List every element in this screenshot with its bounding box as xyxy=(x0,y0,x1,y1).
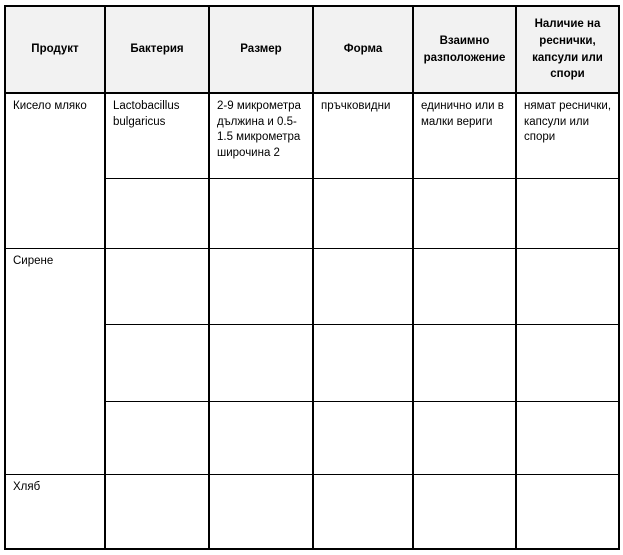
header-features: Наличие на реснички, капсули или спори xyxy=(515,5,620,94)
empty-cell xyxy=(104,400,210,475)
empty-cell xyxy=(312,400,414,475)
bacteria-products-table: Продукт Бактерия Размер Форма Взаимно ра… xyxy=(4,5,620,550)
header-bacteria: Бактерия xyxy=(104,5,210,94)
header-product: Продукт xyxy=(4,5,106,94)
header-arrangement: Взаимно разположение xyxy=(412,5,517,94)
empty-cell xyxy=(208,247,314,325)
table-row-yogurt-1: Кисело мляко Lactobacillus bulgaricus 2-… xyxy=(4,92,620,249)
empty-cell xyxy=(208,323,314,402)
table-row-cheese-2 xyxy=(5,323,620,402)
table-row-cheese-3 xyxy=(5,400,620,475)
empty-cell xyxy=(104,177,210,249)
cell-product-bread: Хляб xyxy=(4,473,106,550)
empty-cell xyxy=(104,473,210,550)
cell-yogurt-features: нямат реснички, капсули или спори xyxy=(515,92,620,179)
empty-cell xyxy=(104,323,210,402)
empty-cell xyxy=(412,247,517,325)
table-row-bread-1: Хляб xyxy=(4,473,620,550)
empty-cell xyxy=(312,177,414,249)
empty-cell xyxy=(412,400,517,475)
header-size: Размер xyxy=(208,5,314,94)
empty-cell xyxy=(515,473,620,550)
empty-cell xyxy=(208,473,314,550)
cell-yogurt-shape: пръчковидни xyxy=(312,92,414,179)
empty-cell xyxy=(104,247,210,325)
header-shape: Форма xyxy=(312,5,414,94)
empty-cell xyxy=(208,177,314,249)
empty-cell xyxy=(515,177,620,249)
empty-cell xyxy=(515,323,620,402)
table-row-cheese-1: Сирене xyxy=(4,247,620,475)
empty-cell xyxy=(312,247,414,325)
empty-cell xyxy=(412,473,517,550)
empty-cell xyxy=(412,323,517,402)
cell-yogurt-size: 2-9 микрометра дължина и 0.5-1.5 микроме… xyxy=(208,92,314,179)
empty-cell xyxy=(515,400,620,475)
cell-product-cheese: Сирене xyxy=(4,247,106,475)
empty-cell xyxy=(312,323,414,402)
cell-product-yogurt: Кисело мляко xyxy=(4,92,106,249)
cell-yogurt-arrangement: единично или в малки вериги xyxy=(412,92,517,179)
empty-cell xyxy=(515,247,620,325)
cell-yogurt-bacteria: Lactobacillus bulgaricus xyxy=(104,92,210,179)
empty-cell xyxy=(208,400,314,475)
empty-cell xyxy=(412,177,517,249)
empty-cell xyxy=(312,473,414,550)
header-row: Продукт Бактерия Размер Форма Взаимно ра… xyxy=(4,5,620,94)
